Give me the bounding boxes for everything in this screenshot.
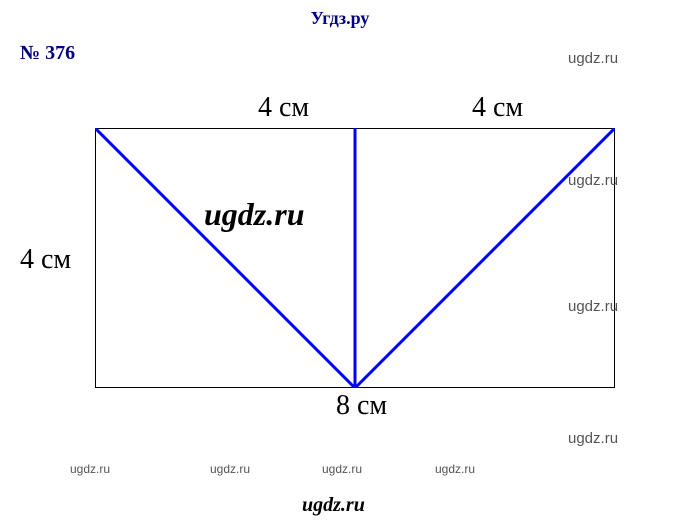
diagram-svg xyxy=(95,128,615,388)
page-title: Угдз.ру xyxy=(311,8,370,29)
dim-top-left: 4 см xyxy=(258,92,309,124)
watermark: ugdz.ru xyxy=(568,298,618,315)
geometry-diagram xyxy=(95,128,615,484)
watermark: ugdz.ru xyxy=(322,462,362,476)
watermark: ugdz.ru xyxy=(210,462,250,476)
watermark: ugdz.ru xyxy=(568,50,618,67)
bottom-watermark: ugdz.ru xyxy=(302,494,365,517)
exercise-number: № 376 xyxy=(20,42,75,65)
watermark: ugdz.ru xyxy=(70,462,110,476)
watermark: ugdz.ru xyxy=(568,430,618,447)
diagonal-right xyxy=(355,128,615,388)
watermark: ugdz.ru xyxy=(435,462,475,476)
dim-top-right: 4 см xyxy=(472,92,523,124)
diagonal-left xyxy=(95,128,355,388)
dim-left: 4 см xyxy=(20,244,71,276)
watermark: ugdz.ru xyxy=(568,172,618,189)
center-watermark: ugdz.ru xyxy=(204,196,305,233)
dim-bottom: 8 см xyxy=(336,390,387,422)
